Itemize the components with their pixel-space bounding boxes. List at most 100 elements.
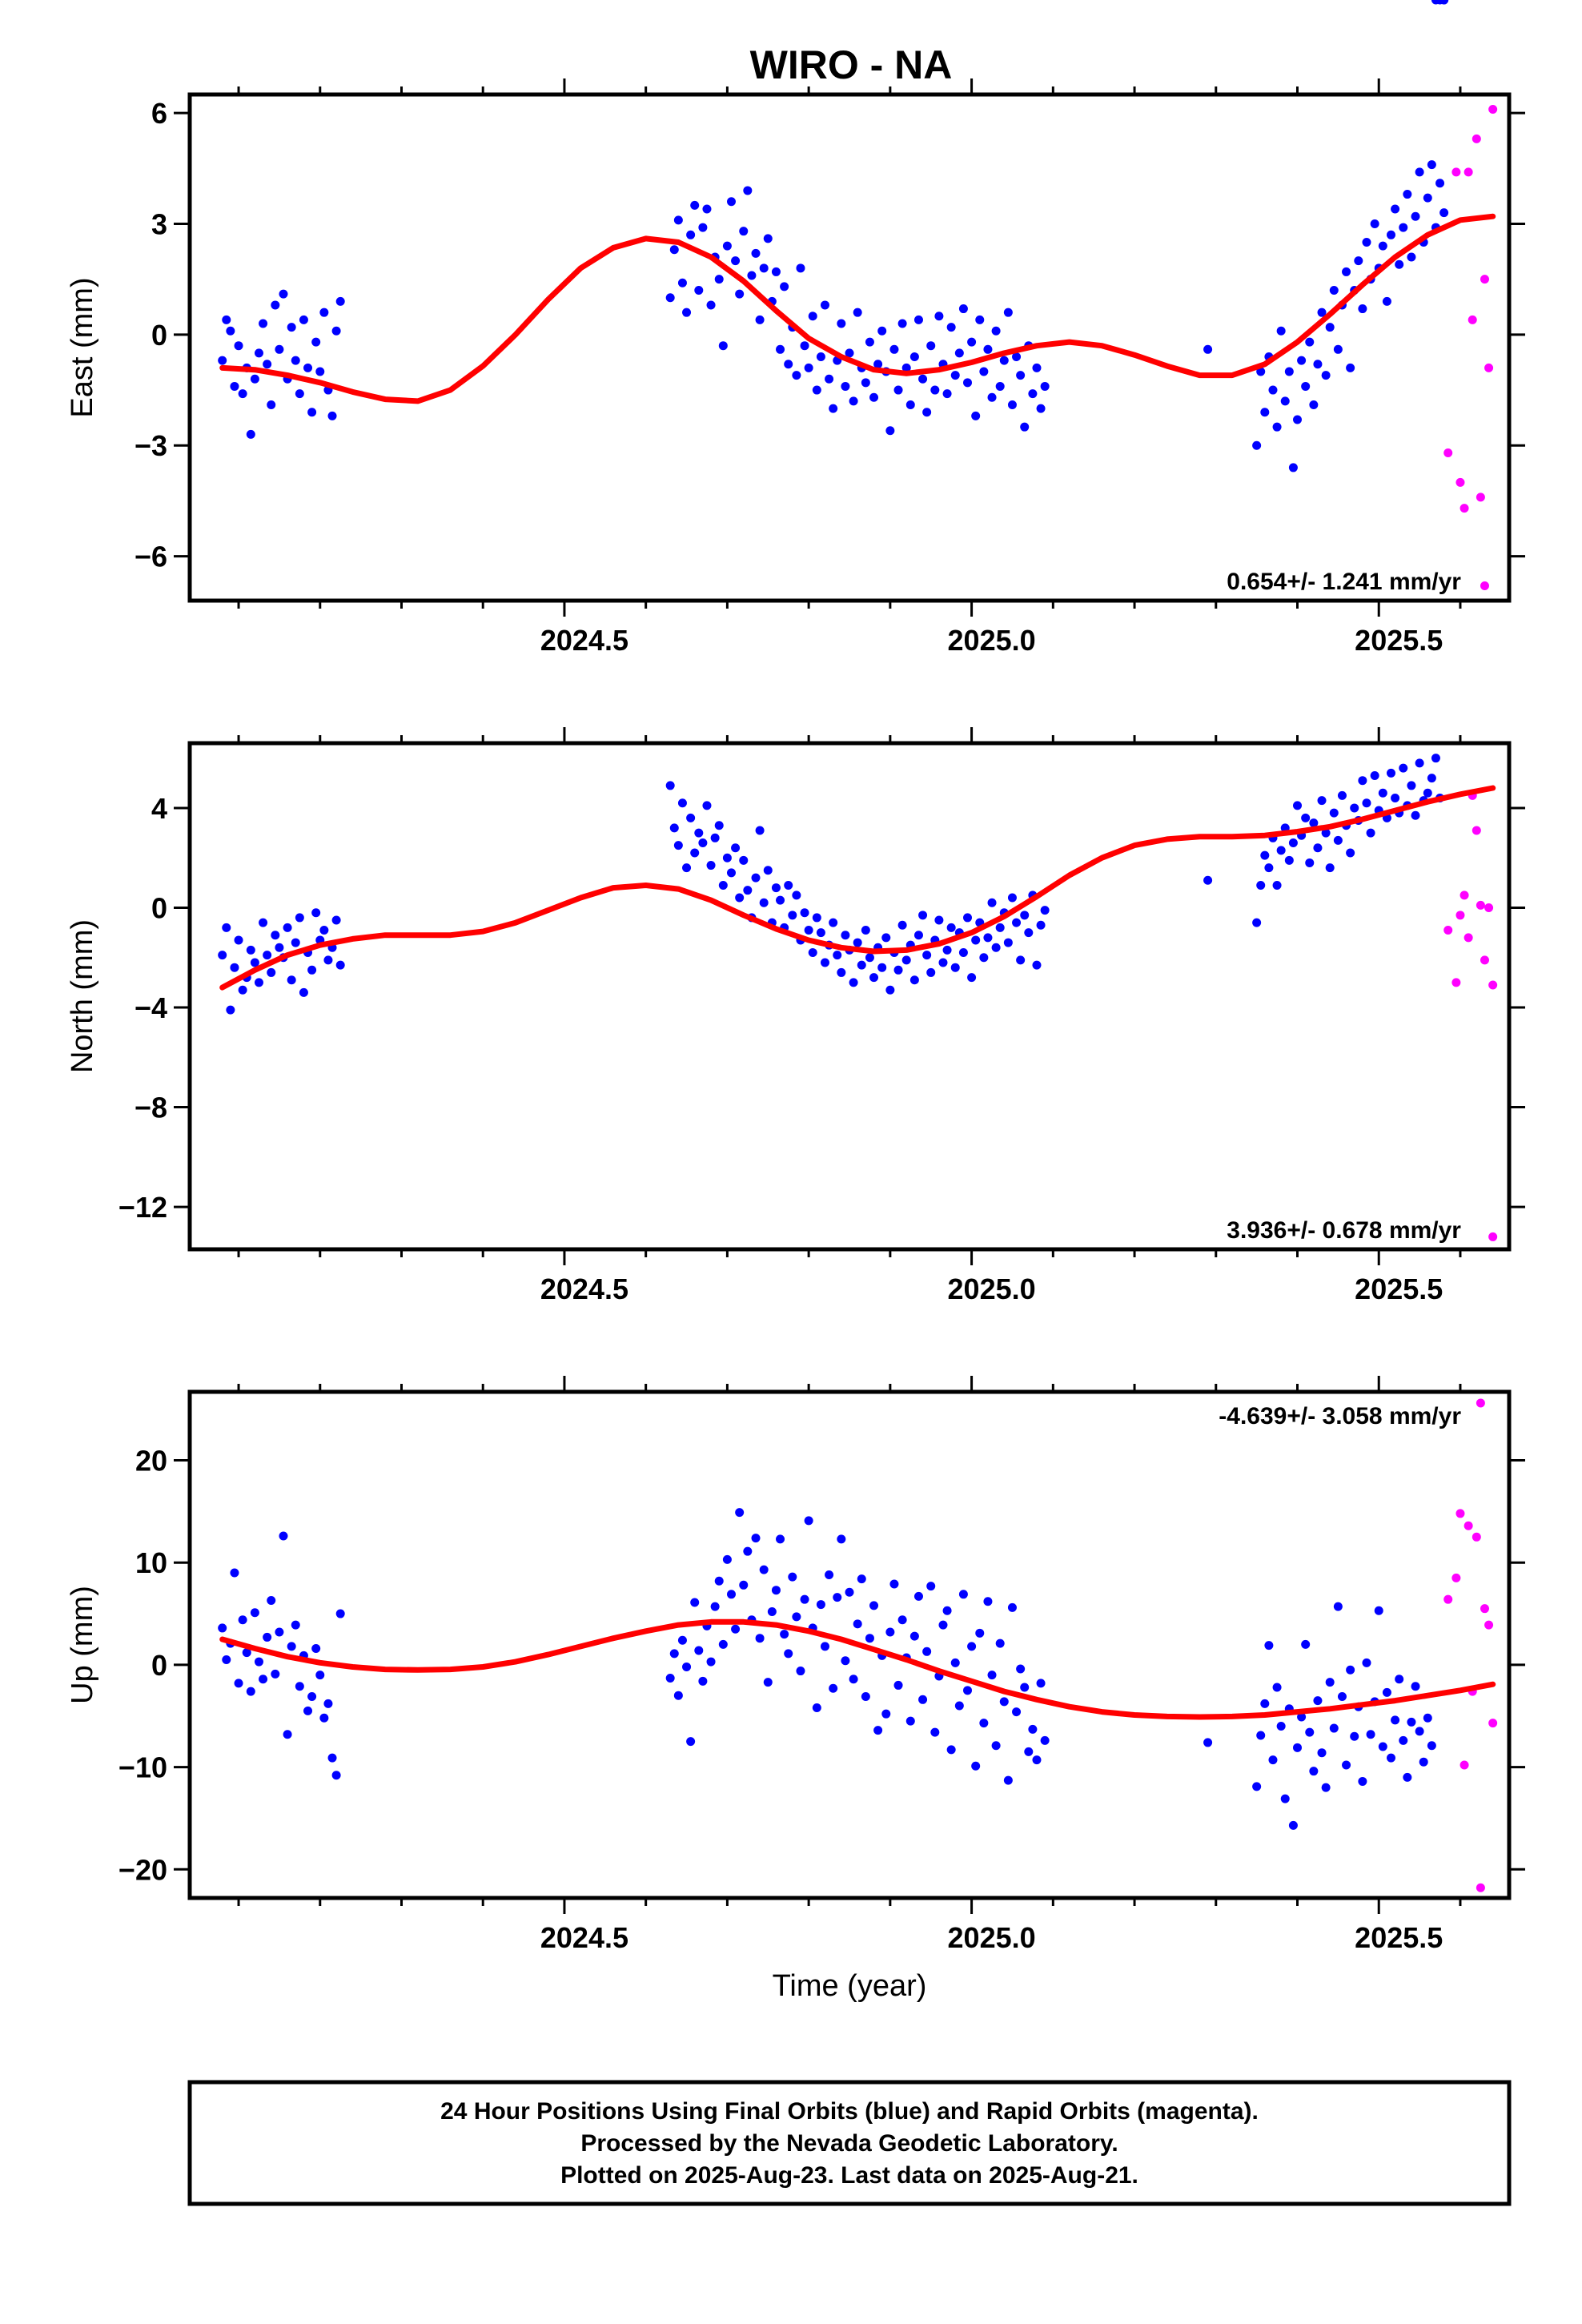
- final-orbit-point: [1016, 955, 1026, 965]
- final-orbit-point: [934, 915, 944, 925]
- final-orbit-point: [1297, 1712, 1307, 1722]
- final-orbit-point: [942, 1606, 952, 1615]
- y-axis-label: East (mm): [66, 277, 99, 417]
- final-orbit-point: [1321, 828, 1331, 838]
- final-orbit-point: [706, 1657, 716, 1667]
- final-orbit-point: [299, 987, 308, 997]
- final-orbit-point: [751, 873, 761, 883]
- final-orbit-point: [788, 911, 797, 920]
- y-tick-label: 10: [135, 1546, 167, 1579]
- final-orbit-point: [865, 1634, 874, 1643]
- final-orbit-point: [315, 1671, 325, 1680]
- final-orbit-point: [1423, 193, 1432, 203]
- final-orbit-point: [784, 880, 793, 890]
- final-orbit-point: [913, 931, 923, 940]
- final-orbit-point: [1358, 1776, 1367, 1786]
- final-orbit-point: [271, 300, 280, 310]
- final-orbit-point: [710, 1602, 720, 1611]
- final-orbit-point: [841, 1656, 850, 1666]
- final-orbit-point: [869, 973, 879, 983]
- final-orbit-point: [331, 326, 341, 336]
- final-orbit-point: [238, 1615, 247, 1625]
- final-orbit-point: [747, 271, 757, 280]
- rapid-orbit-point: [1480, 1604, 1489, 1614]
- final-orbit-point: [743, 1546, 753, 1556]
- final-orbit-point: [1293, 1743, 1303, 1752]
- y-tick-label: 20: [135, 1445, 167, 1478]
- final-orbit-point: [686, 230, 696, 239]
- final-orbit-point: [1329, 1723, 1339, 1733]
- final-orbit-point: [1032, 1755, 1042, 1765]
- rapid-orbit-point: [1443, 925, 1453, 935]
- final-orbit-point: [1280, 396, 1290, 406]
- final-orbit-point: [755, 315, 765, 324]
- final-orbit-point: [263, 951, 272, 960]
- final-orbit-point: [698, 1676, 708, 1686]
- x-tick-label: 2025.5: [1355, 1921, 1443, 1954]
- final-orbit-point: [267, 1595, 276, 1605]
- final-orbit-point: [677, 798, 687, 808]
- rapid-orbit-point: [1452, 1573, 1461, 1582]
- final-orbit-point: [1309, 400, 1319, 410]
- final-orbit-point: [829, 1683, 838, 1693]
- final-orbit-point: [909, 975, 919, 985]
- velocity-rate-label: -4.639+/- 3.058 mm/yr: [1219, 1403, 1461, 1429]
- final-orbit-point: [673, 215, 683, 225]
- final-orbit-point: [1317, 308, 1327, 317]
- final-orbit-point: [1423, 788, 1432, 798]
- final-orbit-point: [1337, 790, 1347, 800]
- final-orbit-point: [323, 955, 333, 965]
- rapid-orbit-point: [1452, 167, 1461, 177]
- final-orbit-point: [311, 908, 321, 918]
- final-orbit-point: [751, 1534, 761, 1543]
- final-orbit-point: [1317, 796, 1327, 806]
- final-orbit-point: [1003, 1775, 1013, 1785]
- final-orbit-point: [1325, 323, 1335, 332]
- final-orbit-point: [1378, 788, 1387, 798]
- final-orbit-point: [861, 925, 870, 935]
- final-orbit-point: [1305, 337, 1315, 347]
- final-orbit-point: [267, 400, 276, 410]
- final-orbit-point: [763, 866, 773, 875]
- final-orbit-point: [983, 344, 993, 354]
- final-orbit-point: [901, 955, 911, 965]
- final-orbit-point: [335, 296, 345, 306]
- final-orbit-point: [1403, 1772, 1412, 1782]
- rapid-orbit-point: [1456, 477, 1465, 487]
- final-orbit-point: [987, 392, 997, 402]
- final-orbit-point: [722, 853, 732, 862]
- final-orbit-point: [930, 1727, 940, 1737]
- final-orbit-point: [218, 951, 227, 960]
- final-orbit-point: [991, 326, 1001, 336]
- final-orbit-point: [950, 963, 960, 972]
- final-orbit-point: [731, 256, 741, 266]
- final-orbit-point: [776, 895, 785, 905]
- final-orbit-point: [837, 967, 846, 977]
- final-orbit-point: [1362, 1658, 1371, 1667]
- final-orbit-point: [1264, 863, 1274, 873]
- final-orbit-point: [1012, 352, 1022, 362]
- velocity-rate-label: 0.654+/- 1.241 mm/yr: [1227, 569, 1461, 595]
- final-orbit-point: [1423, 1713, 1432, 1723]
- final-orbit-point: [987, 1671, 997, 1680]
- plot-frame: [187, 741, 1512, 1252]
- rapid-orbit-point: [1480, 581, 1489, 591]
- final-orbit-point: [1036, 404, 1046, 413]
- final-orbit-point: [751, 248, 761, 258]
- final-orbit-point: [1268, 1755, 1278, 1765]
- final-orbit-point: [885, 426, 895, 436]
- final-orbit-point: [1032, 960, 1042, 970]
- final-orbit-point: [1012, 1707, 1022, 1717]
- final-orbit-point: [275, 344, 284, 354]
- final-orbit-point: [825, 374, 834, 384]
- final-orbit-point: [934, 312, 944, 321]
- final-orbit-point: [1272, 1683, 1282, 1692]
- final-orbit-point: [780, 282, 789, 292]
- final-orbit-point: [230, 1568, 239, 1578]
- final-orbit-point: [303, 363, 313, 372]
- final-orbit-point: [788, 1572, 797, 1582]
- final-orbit-point: [710, 833, 720, 842]
- final-orbit-point: [226, 1005, 235, 1015]
- final-orbit-point: [1325, 1678, 1335, 1687]
